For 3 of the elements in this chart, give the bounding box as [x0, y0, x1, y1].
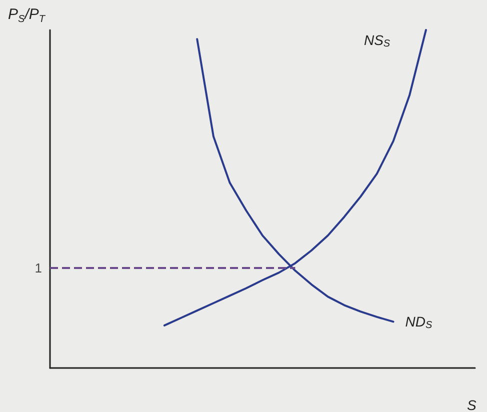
y-axis-title: P$_{S}$/P$_{T}$: [8, 6, 45, 25]
text: 1: [34, 260, 42, 276]
x-axis-title: S: [467, 397, 477, 412]
